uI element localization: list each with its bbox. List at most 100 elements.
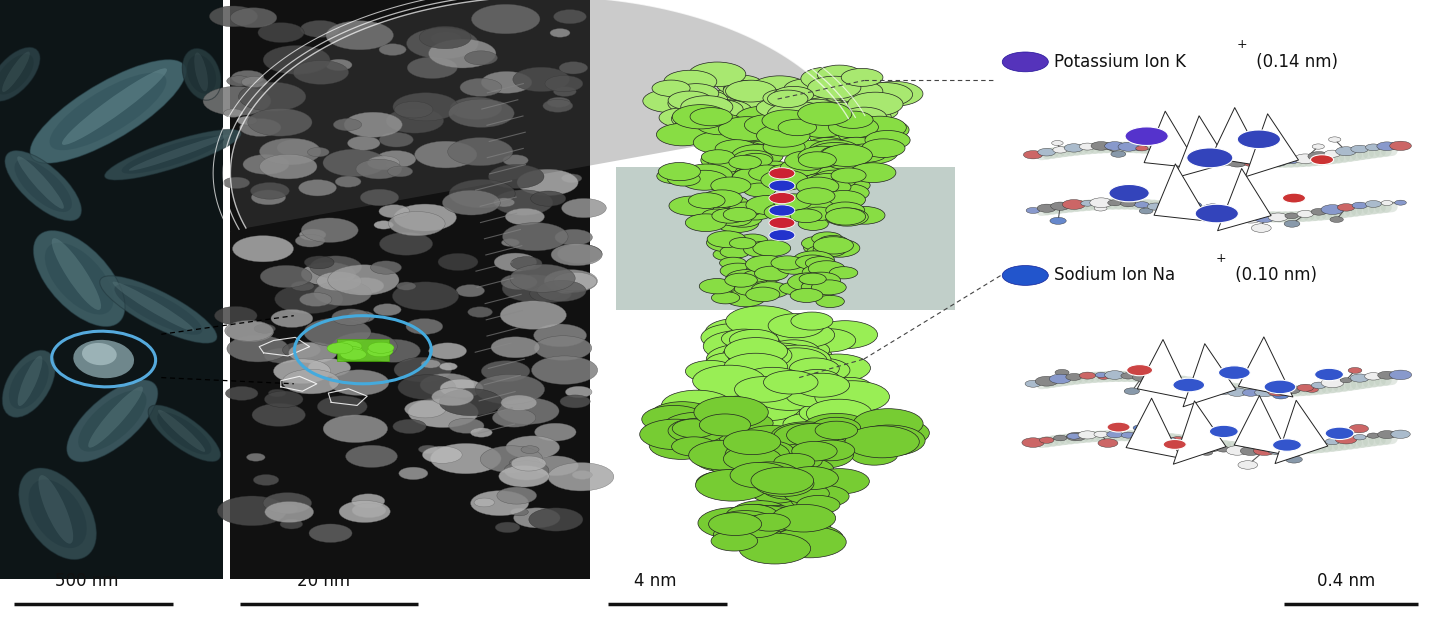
Circle shape	[323, 149, 386, 176]
Circle shape	[798, 485, 850, 507]
Circle shape	[724, 289, 765, 306]
Circle shape	[1227, 388, 1247, 396]
Circle shape	[474, 498, 494, 507]
Circle shape	[1395, 200, 1407, 205]
Circle shape	[750, 482, 798, 502]
Circle shape	[842, 107, 887, 126]
Circle shape	[809, 88, 861, 110]
Ellipse shape	[30, 59, 186, 163]
Circle shape	[1378, 431, 1397, 439]
Circle shape	[544, 270, 598, 293]
FancyArrowPatch shape	[1138, 340, 1192, 400]
Circle shape	[691, 434, 736, 452]
Circle shape	[723, 446, 782, 471]
Circle shape	[726, 80, 776, 102]
Circle shape	[757, 467, 816, 493]
Circle shape	[775, 127, 809, 142]
Circle shape	[707, 164, 749, 182]
Circle shape	[713, 511, 778, 538]
Circle shape	[537, 280, 586, 301]
Circle shape	[367, 345, 393, 357]
Circle shape	[828, 244, 855, 256]
Circle shape	[259, 138, 321, 165]
Circle shape	[1175, 381, 1191, 388]
Circle shape	[238, 116, 258, 125]
Circle shape	[791, 209, 822, 223]
Circle shape	[698, 100, 757, 126]
Circle shape	[743, 270, 770, 282]
Circle shape	[701, 190, 743, 207]
Circle shape	[734, 172, 776, 190]
Circle shape	[1315, 368, 1344, 381]
Circle shape	[288, 342, 337, 363]
Circle shape	[730, 516, 780, 538]
Circle shape	[832, 111, 873, 128]
Circle shape	[818, 239, 860, 258]
Circle shape	[501, 274, 537, 290]
Circle shape	[700, 169, 752, 191]
Ellipse shape	[187, 55, 216, 93]
Ellipse shape	[158, 410, 204, 452]
Circle shape	[701, 150, 734, 164]
Circle shape	[1054, 435, 1067, 441]
Circle shape	[396, 282, 416, 290]
Circle shape	[694, 396, 769, 428]
Circle shape	[328, 265, 399, 295]
Circle shape	[1335, 435, 1356, 444]
Circle shape	[475, 374, 544, 404]
Circle shape	[746, 256, 788, 273]
Circle shape	[795, 105, 857, 131]
Circle shape	[749, 513, 791, 531]
Circle shape	[723, 81, 769, 101]
Circle shape	[419, 445, 438, 453]
Circle shape	[1174, 378, 1205, 392]
Circle shape	[769, 168, 795, 179]
Circle shape	[801, 280, 831, 293]
Circle shape	[386, 108, 444, 133]
Circle shape	[1210, 425, 1238, 438]
Circle shape	[792, 441, 837, 461]
FancyArrowPatch shape	[1145, 111, 1200, 168]
Circle shape	[1243, 389, 1259, 396]
Circle shape	[821, 144, 873, 167]
Circle shape	[533, 456, 579, 475]
Circle shape	[811, 280, 847, 295]
Ellipse shape	[753, 334, 811, 371]
Ellipse shape	[121, 136, 225, 174]
Circle shape	[814, 210, 845, 223]
Circle shape	[347, 136, 380, 150]
Circle shape	[1264, 380, 1296, 394]
FancyArrowPatch shape	[1246, 114, 1299, 176]
Circle shape	[851, 420, 907, 444]
Circle shape	[753, 379, 825, 410]
Circle shape	[796, 262, 831, 277]
Circle shape	[259, 154, 317, 179]
Circle shape	[1283, 386, 1300, 394]
Circle shape	[711, 177, 750, 194]
Circle shape	[1176, 154, 1191, 160]
Circle shape	[1081, 201, 1094, 206]
Circle shape	[825, 208, 865, 225]
Circle shape	[814, 427, 871, 452]
Circle shape	[380, 232, 432, 255]
Circle shape	[796, 495, 840, 514]
Circle shape	[822, 191, 865, 209]
Circle shape	[203, 87, 271, 116]
Circle shape	[815, 381, 890, 413]
Text: 20 nm: 20 nm	[298, 572, 350, 590]
Circle shape	[793, 370, 841, 389]
Circle shape	[223, 177, 249, 189]
Circle shape	[310, 256, 361, 278]
Circle shape	[721, 374, 772, 396]
Circle shape	[1064, 144, 1084, 152]
Circle shape	[749, 165, 786, 181]
Circle shape	[736, 506, 799, 533]
Circle shape	[828, 184, 870, 202]
Circle shape	[408, 397, 478, 428]
Circle shape	[729, 202, 763, 217]
Circle shape	[671, 108, 723, 130]
Circle shape	[752, 84, 812, 110]
Circle shape	[521, 446, 539, 454]
Circle shape	[780, 159, 821, 176]
Circle shape	[670, 124, 708, 141]
